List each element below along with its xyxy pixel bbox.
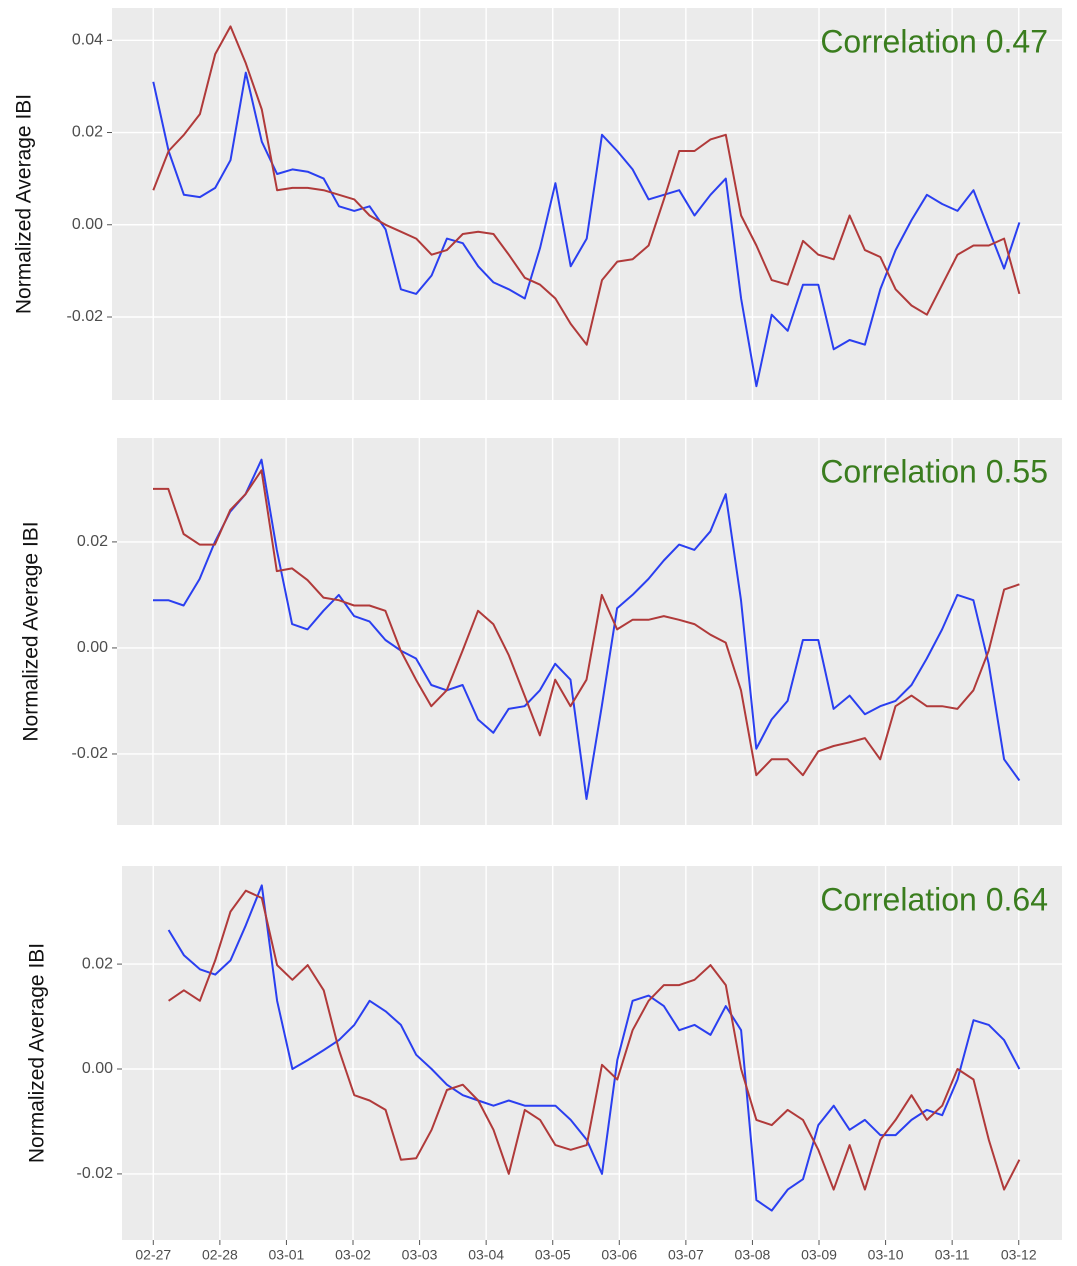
- y-tick-label: -0.02: [72, 745, 109, 762]
- x-tick-label: 03-06: [601, 1247, 637, 1263]
- series-line: [152, 25, 1021, 346]
- x-tick-label: 03-10: [868, 1247, 904, 1263]
- x-tick-label: 02-28: [202, 1247, 238, 1263]
- x-tick-label: 03-08: [735, 1247, 771, 1263]
- x-tick-label: 03-03: [402, 1247, 438, 1263]
- y-tick-label: 0.02: [72, 124, 103, 141]
- x-tick-label: 03-04: [468, 1247, 504, 1263]
- y-tick-label: 0.00: [72, 216, 103, 233]
- x-tick-label: 03-07: [668, 1247, 704, 1263]
- correlation-annotation: Correlation 0.55: [820, 453, 1048, 489]
- x-tick-label: 03-11: [935, 1247, 970, 1263]
- y-tick-label: -0.02: [67, 308, 104, 325]
- x-tick-label: 03-12: [1001, 1247, 1037, 1263]
- x-tick-label: 03-09: [801, 1247, 837, 1263]
- x-tick-label: 03-05: [535, 1247, 571, 1263]
- series-line: [167, 884, 1021, 1212]
- y-tick-label: 0.04: [72, 32, 103, 49]
- correlation-annotation: Correlation 0.64: [820, 881, 1048, 917]
- y-axis-label: Normalized Average IBI: [13, 94, 36, 314]
- series-line: [168, 889, 1021, 1191]
- series-line: [152, 71, 1021, 388]
- y-axis-label: Normalized Average IBI: [20, 521, 43, 741]
- y-tick-label: 0.00: [82, 1060, 113, 1077]
- correlation-annotation: Correlation 0.47: [820, 23, 1048, 59]
- x-tick-label: 03-01: [269, 1247, 305, 1263]
- x-tick-label: 03-02: [335, 1247, 371, 1263]
- y-axis-label: Normalized Average IBI: [26, 943, 49, 1163]
- plot-panel: [122, 866, 1062, 1240]
- y-tick-label: -0.02: [77, 1165, 114, 1182]
- y-tick-label: 0.02: [82, 955, 113, 972]
- series-line: [153, 458, 1021, 800]
- plot-panel: [112, 8, 1062, 400]
- y-tick-label: 0.00: [77, 639, 108, 656]
- plot-panel: [117, 438, 1062, 825]
- x-tick-label: 02-27: [135, 1247, 171, 1263]
- series-line: [153, 469, 1020, 777]
- y-tick-label: 0.02: [77, 533, 108, 550]
